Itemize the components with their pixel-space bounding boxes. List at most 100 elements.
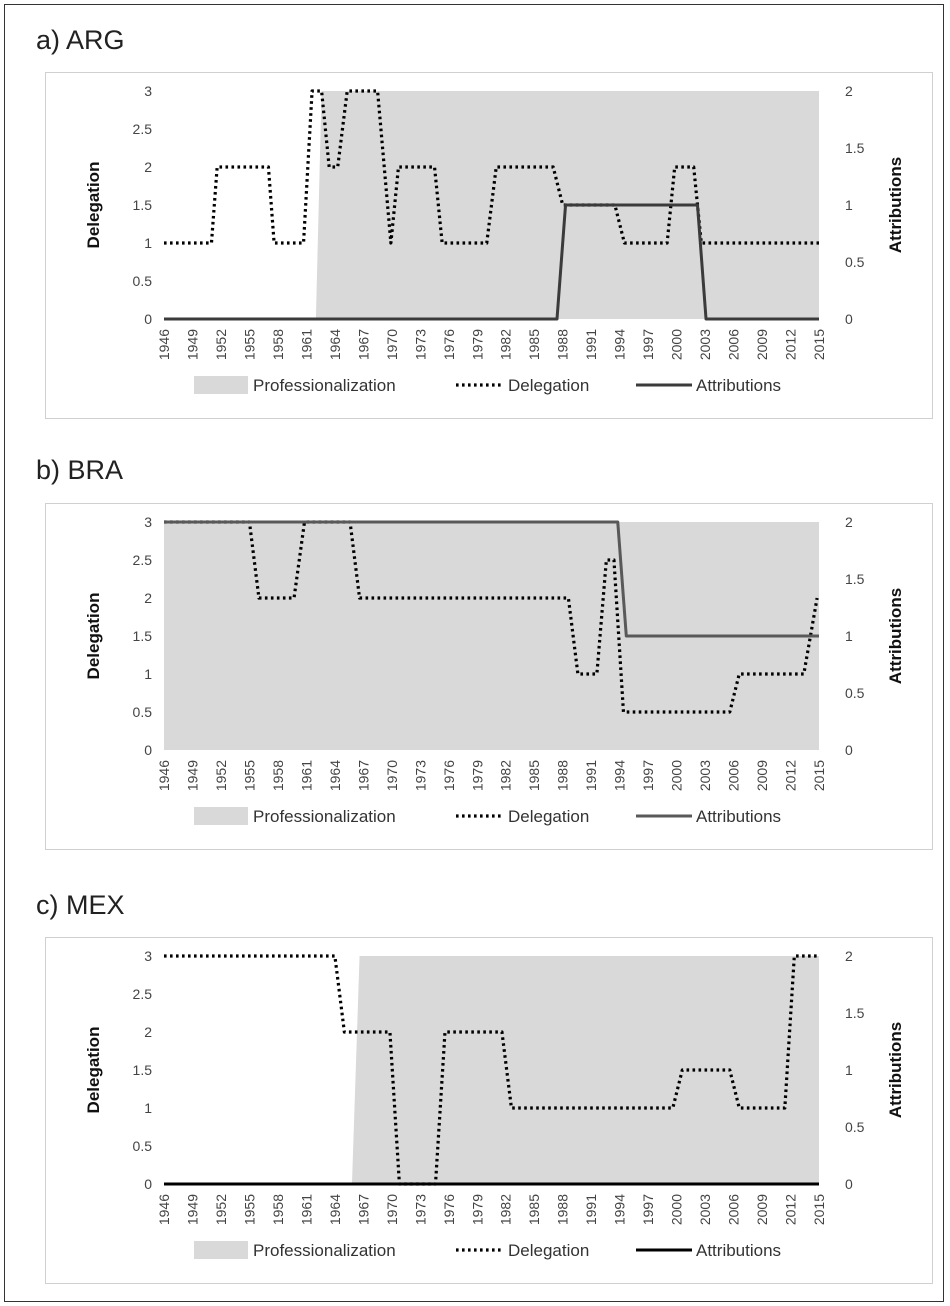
- arg-x-tick-label: 1967: [355, 329, 371, 360]
- mex-left-axis-title: Delegation: [84, 1027, 103, 1114]
- mex-x-tick-label: 2000: [669, 1194, 685, 1225]
- bra-x-tick-label: 1979: [469, 760, 485, 791]
- arg-x-tick-label: 2000: [669, 329, 685, 360]
- mex-x-tick-label: 2006: [726, 1194, 742, 1225]
- bra-left-tick-label: 0.5: [133, 704, 153, 720]
- bra-right-tick-label: 0.5: [845, 685, 865, 701]
- mex-professionalization-area: [164, 956, 819, 1184]
- arg-right-tick-label: 0.5: [845, 254, 865, 270]
- mex-right-axis-title: Attributions: [886, 1022, 905, 1118]
- bra-legend-area-swatch: [194, 807, 248, 825]
- arg-x-tick-label: 1988: [555, 329, 571, 360]
- arg-left-tick-label: 1: [144, 235, 152, 251]
- arg-left-tick-label: 1.5: [133, 197, 153, 213]
- arg-x-tick-label: 1946: [156, 329, 172, 360]
- bra-delegation-line: [164, 520, 819, 714]
- mex-right-tick-label: 1.5: [845, 1005, 865, 1021]
- mex-x-tick-label: 1967: [355, 1194, 371, 1225]
- mex-left-tick-label: 2: [144, 1024, 152, 1040]
- bra-x-tick-label: 1967: [355, 760, 371, 791]
- bra-x-tick-label: 1964: [327, 760, 343, 791]
- arg-x-tick-label: 1976: [441, 329, 457, 360]
- arg-x-tick-label: 1994: [612, 329, 628, 360]
- bra-right-tick-label: 0: [845, 742, 853, 758]
- mex-x-tick-label: 1946: [156, 1194, 172, 1225]
- bra-x-tick-label: 1976: [441, 760, 457, 791]
- mex-delegation-line: [164, 954, 819, 1186]
- bra-x-tick-label: 1994: [612, 760, 628, 791]
- mex-legend-attributions: Attributions: [696, 1241, 781, 1260]
- mex-x-tick-label: 1970: [384, 1194, 400, 1225]
- mex-left-tick-label: 2.5: [133, 986, 153, 1002]
- arg-x-tick-label: 1952: [213, 329, 229, 360]
- mex-legend-area-swatch: [194, 1241, 248, 1259]
- mex-x-tick-label: 2009: [754, 1194, 770, 1225]
- chart-bra-svg: 0 0.5 1 1.5 2 2.5 3 0 0.5 1 1.5 2 1946 1949 1952 1955 19…: [84, 514, 905, 826]
- mex-x-tick-label: 1952: [213, 1194, 229, 1225]
- mex-x-tick-label: 1949: [184, 1194, 200, 1225]
- bra-x-tick-label: 2009: [754, 760, 770, 791]
- mex-x-tick-label: 1991: [583, 1194, 599, 1225]
- arg-x-tick-label: 2015: [811, 329, 827, 360]
- arg-left-tick-label: 2: [144, 159, 152, 175]
- arg-attributions-line: [164, 203, 819, 321]
- bra-attributions-line: [164, 520, 819, 638]
- mex-right-tick-label: 1: [845, 1062, 853, 1078]
- bra-x-tick-label: 1955: [241, 760, 257, 791]
- arg-left-tick-label: 0.5: [133, 273, 153, 289]
- bra-x-tick-label: 2003: [697, 760, 713, 791]
- bra-professionalization-area: [164, 522, 819, 750]
- arg-x-tick-label: 1979: [469, 329, 485, 360]
- bra-left-tick-label: 3: [144, 514, 152, 530]
- mex-x-tick-label: 2015: [811, 1194, 827, 1225]
- chart-mex-svg: 0 0.5 1 1.5 2 2.5 3 0 0.5 1 1.5 2 1946 1949 1952 1955 19…: [84, 948, 905, 1260]
- bra-left-tick-label: 2: [144, 590, 152, 606]
- arg-legend-delegation: Delegation: [508, 376, 589, 395]
- arg-x-tick-label: 1949: [184, 329, 200, 360]
- mex-x-tick-label: 1976: [441, 1194, 457, 1225]
- arg-left-tick-label: 3: [144, 83, 152, 99]
- bra-x-tick-label: 2015: [811, 760, 827, 791]
- bra-x-tick-label: 1961: [298, 760, 314, 791]
- mex-x-tick-label: 2012: [783, 1194, 799, 1225]
- mex-right-tick-label: 2: [845, 948, 853, 964]
- panel-title-arg: a) ARG: [36, 25, 125, 55]
- mex-right-tick-label: 0.5: [845, 1119, 865, 1135]
- arg-left-axis-title: Delegation: [84, 162, 103, 249]
- arg-legend-area-swatch: [194, 376, 248, 394]
- bra-x-tick-label: 1949: [184, 760, 200, 791]
- arg-x-tick-label: 2006: [726, 329, 742, 360]
- mex-x-tick-label: 1985: [526, 1194, 542, 1225]
- arg-x-tick-label: 1991: [583, 329, 599, 360]
- arg-right-tick-label: 1.5: [845, 140, 865, 156]
- chart-mex: 0 0.5 1 1.5 2 2.5 3 0 0.5 1 1.5 2 1946 1949 1952 1955 19…: [45, 937, 933, 1284]
- bra-x-tick-label: 2000: [669, 760, 685, 791]
- bra-x-tick-label: 1970: [384, 760, 400, 791]
- arg-right-tick-label: 2: [845, 83, 853, 99]
- bra-x-tick-label: 2012: [783, 760, 799, 791]
- bra-x-tick-label: 1988: [555, 760, 571, 791]
- bra-right-tick-label: 2: [845, 514, 853, 530]
- mex-x-tick-label: 1961: [298, 1194, 314, 1225]
- arg-right-tick-label: 0: [845, 311, 853, 327]
- arg-x-tick-label: 1985: [526, 329, 542, 360]
- mex-x-tick-label: 1988: [555, 1194, 571, 1225]
- mex-legend-delegation: Delegation: [508, 1241, 589, 1260]
- mex-x-tick-label: 1958: [270, 1194, 286, 1225]
- arg-x-tick-label: 2003: [697, 329, 713, 360]
- arg-left-tick-label: 0: [144, 311, 152, 327]
- bra-left-tick-label: 1.5: [133, 628, 153, 644]
- bra-x-tick-label: 1973: [412, 760, 428, 791]
- arg-x-tick-label: 1964: [327, 329, 343, 360]
- arg-x-tick-label: 1961: [298, 329, 314, 360]
- bra-right-tick-label: 1: [845, 628, 853, 644]
- bra-x-tick-label: 1985: [526, 760, 542, 791]
- mex-x-tick-label: 1955: [241, 1194, 257, 1225]
- panel-title-mex: c) MEX: [36, 890, 125, 920]
- bra-x-tick-label: 1991: [583, 760, 599, 791]
- bra-left-tick-label: 0: [144, 742, 152, 758]
- arg-right-tick-label: 1: [845, 197, 853, 213]
- arg-x-tick-label: 1997: [640, 329, 656, 360]
- arg-legend-attributions: Attributions: [696, 376, 781, 395]
- mex-legend-professionalization: Professionalization: [253, 1241, 396, 1260]
